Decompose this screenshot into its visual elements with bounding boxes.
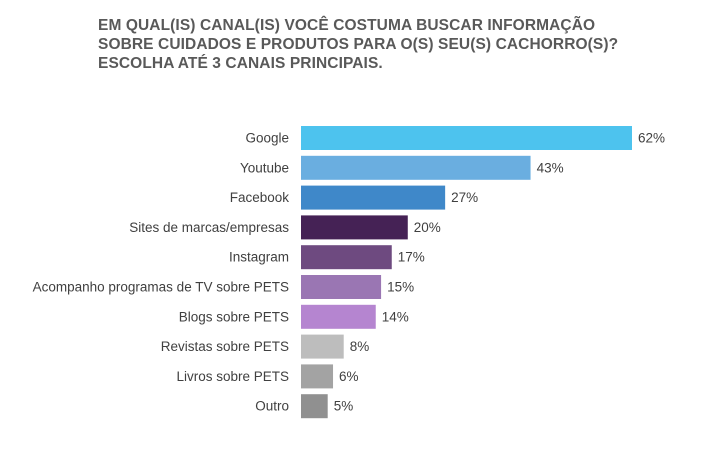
category-label-5: Instagram bbox=[229, 250, 289, 265]
category-label-8: Revistas sobre PETS bbox=[161, 339, 289, 354]
bar-3 bbox=[301, 185, 446, 210]
category-label-9: Livros sobre PETS bbox=[176, 369, 289, 384]
bar-6 bbox=[301, 275, 382, 299]
value-label-5: 17% bbox=[398, 250, 425, 265]
category-label-7: Blogs sobre PETS bbox=[179, 309, 289, 324]
bar-4 bbox=[301, 215, 408, 240]
bar-1 bbox=[301, 126, 632, 150]
bar-9 bbox=[301, 364, 334, 389]
chart-title-line-2: SOBRE CUIDADOS E PRODUTOS PARA O(S) SEU(… bbox=[98, 36, 619, 53]
bar-7 bbox=[301, 304, 376, 329]
value-label-7: 14% bbox=[382, 309, 409, 324]
bar-8 bbox=[301, 334, 344, 359]
value-label-1: 62% bbox=[638, 131, 665, 146]
chart-title-line-1: EM QUAL(IS) CANAL(IS) VOCÊ COSTUMA BUSCA… bbox=[98, 17, 596, 34]
value-label-8: 8% bbox=[350, 339, 370, 354]
chart-title: EM QUAL(IS) CANAL(IS) VOCÊ COSTUMA BUSCA… bbox=[98, 16, 658, 73]
bar-5 bbox=[301, 245, 392, 270]
category-label-3: Facebook bbox=[230, 190, 290, 205]
value-label-2: 43% bbox=[537, 160, 564, 175]
category-label-1: Google bbox=[245, 131, 289, 146]
value-label-3: 27% bbox=[451, 190, 478, 205]
value-label-6: 15% bbox=[387, 280, 414, 295]
category-label-2: Youtube bbox=[240, 160, 289, 175]
value-label-4: 20% bbox=[414, 220, 441, 235]
bar-2 bbox=[301, 155, 531, 180]
category-label-10: Outro bbox=[255, 399, 289, 414]
category-label-4: Sites de marcas/empresas bbox=[129, 220, 289, 235]
chart-title-line-3: ESCOLHA ATÉ 3 CANAIS PRINCIPAIS. bbox=[98, 55, 383, 72]
bar-10 bbox=[301, 394, 328, 419]
value-label-9: 6% bbox=[339, 369, 359, 384]
category-label-6: Acompanho programas de TV sobre PETS bbox=[33, 280, 289, 295]
value-label-10: 5% bbox=[334, 399, 354, 414]
